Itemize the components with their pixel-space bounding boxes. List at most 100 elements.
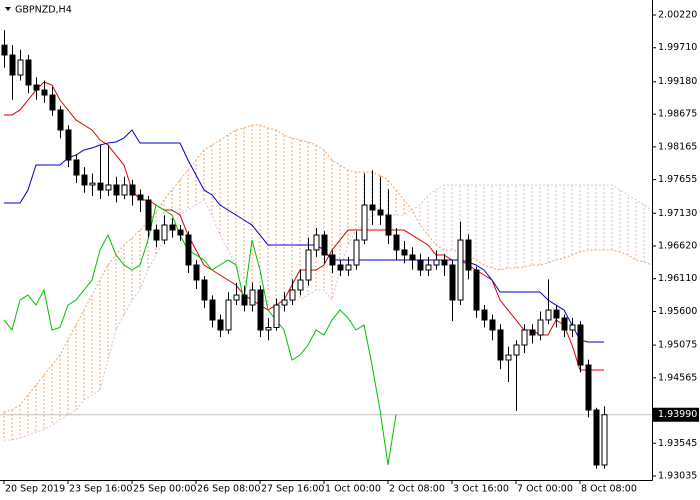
candle-body (345, 264, 352, 271)
symbol-menu-icon[interactable] (5, 7, 11, 11)
candle-body (361, 204, 368, 241)
candle-body (233, 294, 240, 301)
candle-body (569, 324, 576, 331)
candle-body (257, 289, 264, 331)
current-price-box (653, 407, 699, 422)
candle-body (273, 304, 280, 328)
candle-body (473, 269, 480, 311)
candle-body (41, 89, 48, 96)
y-tick-label: 1.94565 (658, 372, 697, 383)
candle-body (353, 239, 360, 266)
candle-body (145, 199, 152, 231)
current-price-label: 1.93990 (658, 409, 697, 420)
candle-body (129, 184, 136, 196)
candle-body (185, 234, 192, 266)
x-tick-label: 3 Oct 16:00 (453, 484, 509, 495)
candle-body (17, 59, 24, 76)
x-tick-label: 26 Sep 08:00 (197, 484, 260, 495)
x-tick-label: 25 Sep 00:00 (133, 484, 196, 495)
candle-body (377, 209, 384, 216)
candle-body (265, 326, 272, 331)
candle-body (401, 249, 408, 256)
x-tick-label: 1 Oct 00:00 (325, 484, 381, 495)
candle-body (89, 182, 96, 186)
candle-body (449, 264, 456, 301)
candle-body (81, 174, 88, 186)
y-tick-label: 1.97130 (658, 208, 697, 219)
y-tick-label: 1.98165 (658, 141, 697, 152)
indicator-line (4, 81, 604, 371)
candle-body (65, 129, 72, 161)
candle-body (289, 289, 296, 301)
candle-body (177, 229, 184, 236)
x-tick-label: 2 Oct 08:00 (389, 484, 445, 495)
candle-body (1, 44, 8, 56)
candle-body (153, 229, 160, 241)
span-b-line (4, 184, 653, 441)
candle-body (521, 329, 528, 346)
y-tick-label: 1.95600 (658, 306, 697, 317)
candle-body (281, 299, 288, 306)
candle-body (505, 354, 512, 361)
candle-body (313, 234, 320, 251)
candle-body (249, 289, 256, 306)
candle-body (561, 317, 568, 331)
candle-body (529, 329, 536, 336)
indicator-line (3, 204, 397, 466)
candle-body (97, 182, 104, 191)
y-tick-label: 1.95075 (658, 340, 697, 351)
candle-body (137, 194, 144, 201)
y-tick-label: 1.93035 (658, 471, 697, 482)
y-tick-label: 1.96620 (658, 240, 697, 251)
y-tick-label: 1.99180 (658, 76, 697, 87)
plot-area (0, 30, 653, 469)
candle-body (465, 239, 472, 271)
candle-body (169, 224, 176, 231)
y-tick-label: 1.98675 (658, 109, 697, 120)
y-tick-label: 1.96110 (658, 273, 697, 284)
candle-body (321, 234, 328, 256)
candle-body (25, 59, 32, 86)
candle-body (513, 344, 520, 356)
x-tick-label: 27 Sep 16:00 (261, 484, 324, 495)
candle-body (601, 414, 608, 466)
candle-body (73, 159, 80, 176)
y-tick-label: 1.93545 (658, 438, 697, 449)
candle-body (385, 214, 392, 236)
x-tick-label: 20 Sep 2019 (5, 484, 65, 495)
candle-body (425, 264, 432, 271)
candle-body (33, 84, 40, 91)
candle-body (57, 109, 64, 131)
candle-body (209, 299, 216, 321)
candle-body (121, 184, 128, 196)
candle-body (409, 254, 416, 261)
candle-body (537, 319, 544, 336)
candle-body (417, 259, 424, 271)
y-tick-label: 1.99710 (658, 42, 697, 53)
candle-body (105, 184, 112, 191)
candle-body (225, 299, 232, 331)
candle-body (193, 264, 200, 281)
x-tick-label: 8 Oct 08:00 (581, 484, 637, 495)
candle-body (9, 54, 16, 76)
candle-body (217, 319, 224, 331)
candle-body (297, 279, 304, 291)
candle-body (457, 239, 464, 301)
candle-body (393, 234, 400, 251)
candle-body (593, 409, 600, 466)
candle-body (585, 364, 592, 411)
candle-body (305, 249, 312, 281)
y-tick-label: 1.97655 (658, 174, 697, 185)
candle-body (553, 309, 560, 319)
candle-body (433, 259, 440, 266)
candle-body (329, 254, 336, 266)
candle-body (49, 94, 56, 111)
candle-body (201, 279, 208, 301)
chart-title: GBPNZD,H4 (15, 5, 72, 16)
x-tick-label: 23 Sep 16:00 (69, 484, 132, 495)
candle-body (113, 184, 120, 196)
candle-body (369, 204, 376, 211)
candle-body (161, 224, 168, 241)
candle-body (489, 319, 496, 331)
